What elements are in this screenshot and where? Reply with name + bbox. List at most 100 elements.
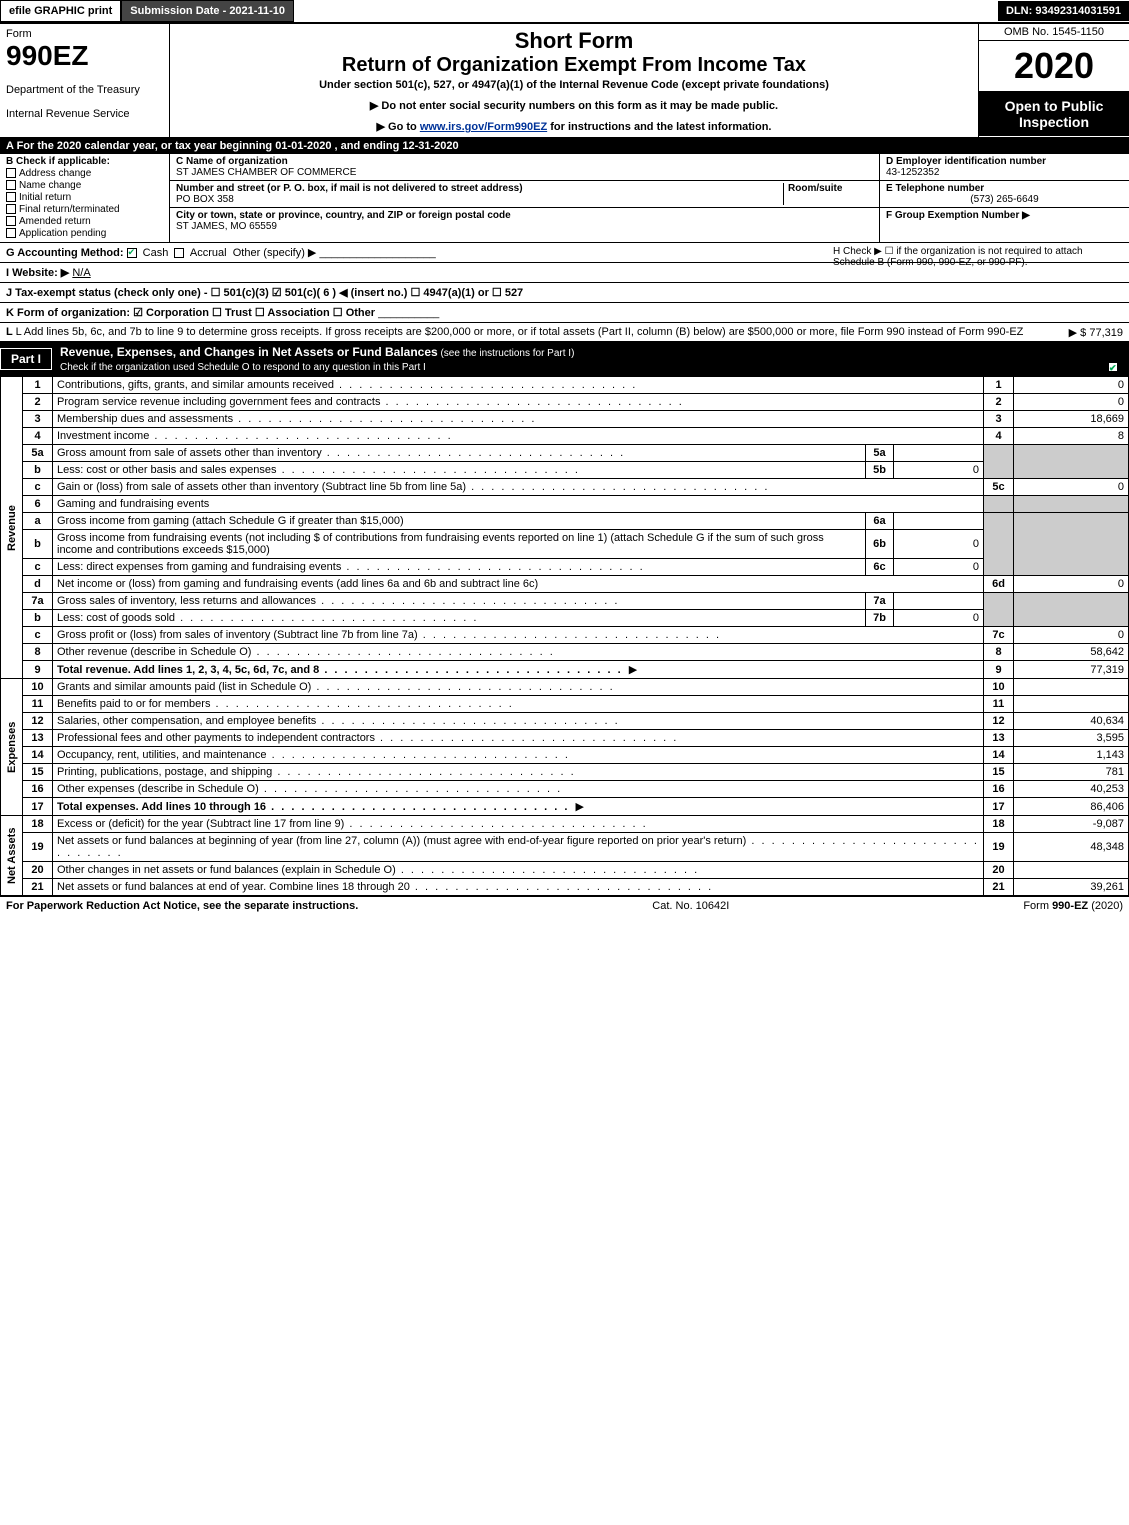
l5b-mamt: 0 [894,462,984,479]
l13-amt: 3,595 [1014,730,1129,747]
org-name-label: C Name of organization [176,156,873,167]
city-value: ST JAMES, MO 65559 [176,221,873,232]
l17-amt: 86,406 [1014,798,1129,816]
l6a-mamt [894,513,984,530]
l6d-amt: 0 [1014,576,1129,593]
l9-d: Total revenue. Add lines 1, 2, 3, 4, 5c,… [57,664,623,676]
k-text: K Form of organization: ☑ Corporation ☐ … [6,307,375,319]
l6a-mn: 6a [866,513,894,530]
row-a-period: A For the 2020 calendar year, or tax yea… [0,138,1129,154]
block-b-checkboxes: B Check if applicable: Address change Na… [0,154,170,242]
chk-name-change-label: Name change [19,180,81,191]
l8-d: Other revenue (describe in Schedule O) [57,646,555,658]
l10-d: Grants and similar amounts paid (list in… [57,681,615,693]
l7b-mn: 7b [866,610,894,627]
l11-n: 11 [23,696,53,713]
l5a-mn: 5a [866,445,894,462]
l1-amt: 0 [1014,377,1129,394]
ein-label: D Employer identification number [886,156,1123,167]
l20-n: 20 [23,862,53,879]
l17-rn: 17 [984,798,1014,816]
l20-amt [1014,862,1129,879]
l8-n: 8 [23,644,53,661]
chk-initial-return-label: Initial return [19,192,71,203]
l12-d: Salaries, other compensation, and employ… [57,715,620,727]
l7c-amt: 0 [1014,627,1129,644]
l-text: L Add lines 5b, 6c, and 7b to line 9 to … [16,326,1024,338]
l11-d: Benefits paid to or for members [57,698,514,710]
sidebar-expenses: Expenses [1,679,23,816]
part1-tab: Part I [0,348,52,370]
row-l-receipts: L L Add lines 5b, 6c, and 7b to line 9 t… [0,323,1129,342]
part1-schedule-o-checkbox[interactable] [1108,362,1118,372]
l19-n: 19 [23,833,53,862]
l3-n: 3 [23,411,53,428]
footer-right-pre: Form [1023,900,1052,912]
l6a-d: Gross income from gaming (attach Schedul… [57,515,404,527]
l6a-n: a [23,513,53,530]
l13-n: 13 [23,730,53,747]
chk-amended-return[interactable]: Amended return [6,216,163,227]
l14-rn: 14 [984,747,1014,764]
chk-cash[interactable] [127,248,137,258]
footer-left: For Paperwork Reduction Act Notice, see … [6,900,358,912]
header-left: Form 990EZ Department of the Treasury In… [0,24,170,137]
footer-right-post: (2020) [1088,900,1123,912]
l4-rn: 4 [984,428,1014,445]
l9-amt: 77,319 [1014,661,1129,679]
chk-application-pending[interactable]: Application pending [6,228,163,239]
chk-name-change[interactable]: Name change [6,180,163,191]
block-b-header: B Check if applicable: [6,156,163,167]
l5b-d: Less: cost or other basis and sales expe… [57,464,580,476]
l5a-n: 5a [23,445,53,462]
group-exemption-label: F Group Exemption Number ▶ [886,210,1030,221]
chk-accrual[interactable] [174,248,184,258]
org-name-value: ST JAMES CHAMBER OF COMMERCE [176,167,873,178]
instructions-link[interactable]: www.irs.gov/Form990EZ [420,121,547,133]
l21-d: Net assets or fund balances at end of ye… [57,881,713,893]
l2-amt: 0 [1014,394,1129,411]
l19-d: Net assets or fund balances at beginning… [57,835,979,859]
l7a-mn: 7a [866,593,894,610]
dln-label: DLN: 93492314031591 [998,1,1129,21]
l3-rn: 3 [984,411,1014,428]
l15-d: Printing, publications, postage, and shi… [57,766,576,778]
header-right: OMB No. 1545-1150 2020 Open to Public In… [979,24,1129,137]
chk-initial-return[interactable]: Initial return [6,192,163,203]
l1-rn: 1 [984,377,1014,394]
chk-address-change[interactable]: Address change [6,168,163,179]
part1-check-line: Check if the organization used Schedule … [60,362,426,373]
chk-final-return[interactable]: Final return/terminated [6,204,163,215]
note2-pre: ▶ Go to [377,121,420,133]
ssn-warning: ▶ Do not enter social security numbers o… [178,99,970,112]
l6b-n: b [23,530,53,559]
i-value: N/A [72,267,90,279]
header-mid: Short Form Return of Organization Exempt… [170,24,979,137]
l4-d: Investment income [57,430,453,442]
form-word: Form [6,28,163,40]
l6c-d: Less: direct expenses from gaming and fu… [57,561,645,573]
l5c-rn: 5c [984,479,1014,496]
part1-header: Part I Revenue, Expenses, and Changes in… [0,342,1129,376]
footer-right: Form 990-EZ (2020) [1023,900,1123,912]
l5b-n: b [23,462,53,479]
l13-d: Professional fees and other payments to … [57,732,678,744]
l7c-d: Gross profit or (loss) from sales of inv… [57,629,721,641]
row-h-check: H Check ▶ ☐ if the organization is not r… [833,246,1123,268]
l18-rn: 18 [984,816,1014,833]
l19-amt: 48,348 [1014,833,1129,862]
l10-rn: 10 [984,679,1014,696]
l13-rn: 13 [984,730,1014,747]
addr-value: PO BOX 358 [176,194,783,205]
l11-amt [1014,696,1129,713]
l10-n: 10 [23,679,53,696]
chk-address-change-label: Address change [19,168,91,179]
l10-amt [1014,679,1129,696]
l7a-n: 7a [23,593,53,610]
l18-amt: -9,087 [1014,816,1129,833]
l16-rn: 16 [984,781,1014,798]
l12-rn: 12 [984,713,1014,730]
instructions-link-line: ▶ Go to www.irs.gov/Form990EZ for instru… [178,120,970,133]
dept-treasury: Department of the Treasury [6,84,163,96]
l21-rn: 21 [984,879,1014,896]
